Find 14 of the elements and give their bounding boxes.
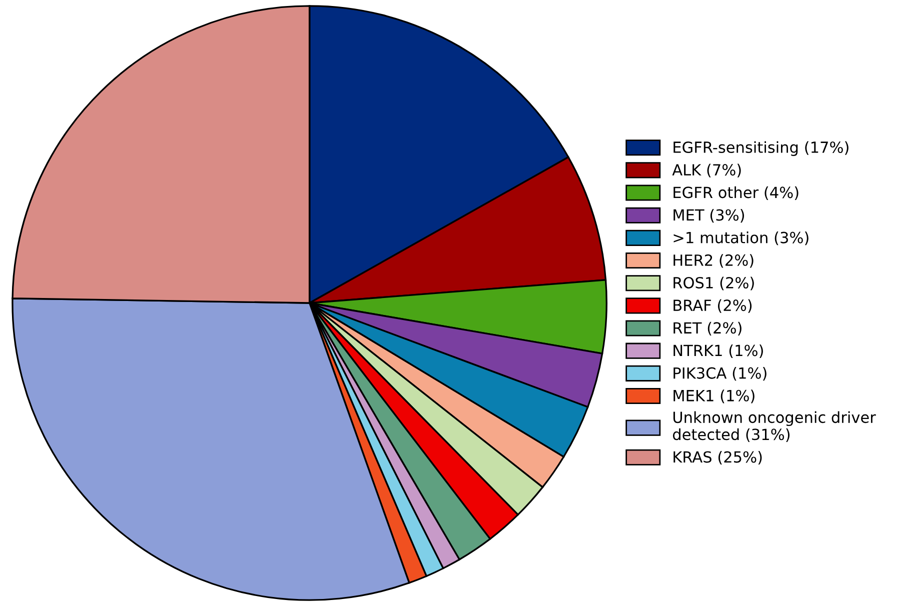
legend-label: KRAS (25%) bbox=[674, 450, 762, 465]
legend-label: PIK3CA (1%) bbox=[674, 367, 766, 381]
legend-label: HER2 (2%) bbox=[674, 254, 754, 268]
legend-label: BRAF (2%) bbox=[674, 299, 752, 313]
legend-label: RET (2%) bbox=[674, 322, 742, 336]
legend-label: NTRK1 (1%) bbox=[674, 344, 763, 358]
legend-label: ALK (7%) bbox=[672, 164, 741, 178]
legend-label: >1 mutation (3%) bbox=[674, 232, 808, 246]
legend-label: MEK1 (1%) bbox=[674, 390, 754, 404]
legend-label: EGFR-sensitising (17%) bbox=[674, 141, 848, 156]
legend-label: EGFR other (4%) bbox=[674, 186, 798, 200]
legend-label: Unknown oncogenic driver detected (31%) bbox=[672, 411, 876, 442]
legend-label: MET (3%) bbox=[674, 208, 744, 223]
legend-label: ROS1 (2%) bbox=[674, 276, 754, 290]
